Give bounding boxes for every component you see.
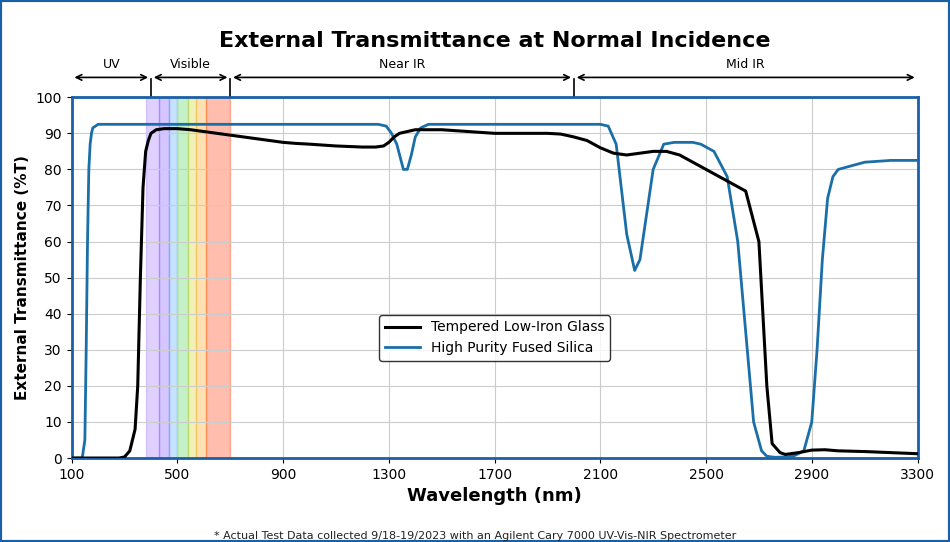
High Purity Fused Silica (822, 195, 833, 202)
Text: * Actual Test Data collected 9/18-19/2023 with an Agilent Cary 7000 UV-Vis-NIR S: * Actual Test Data collected 9/18-19/202… (214, 531, 736, 541)
High Purity Fused Silica (92, 121, 104, 127)
Bar (159, 97, 169, 458)
Tempered Low-Iron Glass (912, 450, 923, 457)
High Purity Fused Silica (66, 455, 77, 461)
Bar (145, 97, 159, 458)
High Purity Fused Silica (806, 419, 817, 425)
Tempered Low-Iron Glass (224, 132, 236, 138)
Tempered Low-Iron Glass (277, 139, 289, 146)
Line: High Purity Fused Silica: High Purity Fused Silica (71, 124, 918, 458)
Bar (196, 97, 206, 458)
Tempered Low-Iron Glass (66, 455, 77, 461)
Title: External Transmittance at Normal Incidence: External Transmittance at Normal Inciden… (218, 31, 770, 51)
Tempered Low-Iron Glass (727, 180, 738, 187)
High Purity Fused Silica (391, 141, 403, 147)
Tempered Low-Iron Glass (819, 447, 830, 453)
Text: Visible: Visible (170, 59, 211, 72)
Bar (169, 97, 178, 458)
Tempered Low-Iron Glass (159, 125, 170, 132)
Text: Near IR: Near IR (379, 59, 426, 72)
Y-axis label: External Transmittance (%T): External Transmittance (%T) (15, 155, 30, 400)
Bar (178, 97, 188, 458)
Tempered Low-Iron Glass (389, 134, 400, 140)
High Purity Fused Silica (251, 121, 262, 127)
Text: UV: UV (103, 59, 120, 72)
Bar (188, 97, 196, 458)
Text: Mid IR: Mid IR (727, 59, 765, 72)
High Purity Fused Silica (788, 453, 799, 460)
Legend: Tempered Low-Iron Glass, High Purity Fused Silica: Tempered Low-Iron Glass, High Purity Fus… (379, 315, 610, 361)
High Purity Fused Silica (912, 157, 923, 164)
Bar (206, 97, 230, 458)
High Purity Fused Silica (563, 121, 575, 127)
Tempered Low-Iron Glass (132, 383, 143, 389)
Line: Tempered Low-Iron Glass: Tempered Low-Iron Glass (71, 128, 918, 458)
X-axis label: Wavelength (nm): Wavelength (nm) (408, 487, 582, 505)
